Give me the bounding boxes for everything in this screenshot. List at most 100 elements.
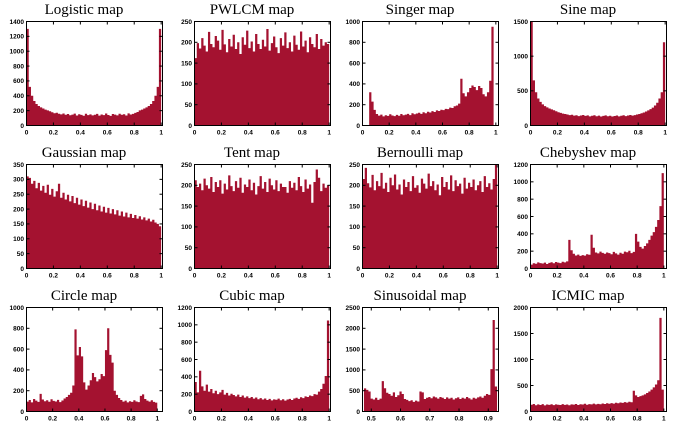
histogram-plot: 0 50 100 150 200 250 0 0.2 0.4 0.6 0.8 1 bbox=[349, 162, 499, 280]
histogram-bars bbox=[530, 317, 664, 412]
y-tick-label: 150 bbox=[349, 203, 360, 210]
y-tick-label: 1000 bbox=[514, 357, 529, 364]
y-tick-label: 1000 bbox=[514, 179, 529, 186]
chart-title: Circle map bbox=[50, 288, 118, 304]
chart-title: Bernoulli map bbox=[376, 145, 464, 161]
histogram-panel: ICMIC map 0 500 1000 1500 2000 0 0.2 0.4 0.6 0.8 1 bbox=[504, 286, 672, 429]
y-tick-label: 600 bbox=[181, 357, 192, 364]
x-tick-label: 0.6 bbox=[606, 273, 615, 280]
x-tick-label: 0.4 bbox=[76, 273, 85, 280]
x-tick-label: 0.8 bbox=[127, 416, 136, 423]
histogram-panel: PWLCM map 0 50 100 150 200 250 0 0.2 0.4 0.6 0.8 1 bbox=[168, 0, 336, 143]
y-tick-label: 400 bbox=[181, 374, 192, 381]
x-tick-label: 0.8 bbox=[634, 130, 643, 137]
y-tick-label: 1000 bbox=[178, 322, 193, 329]
y-tick-label: 0 bbox=[524, 409, 528, 416]
y-tick-label: 0 bbox=[20, 266, 24, 273]
x-tick-label: 0.8 bbox=[454, 416, 463, 423]
histogram-panel: Singer map 0 200 400 600 800 1000 0 0.2 0.4 0.6 0.… bbox=[336, 0, 504, 143]
y-tick-label: 0 bbox=[356, 123, 360, 130]
histogram-bars bbox=[194, 28, 330, 126]
y-tick-label: 50 bbox=[185, 102, 193, 109]
x-tick-label: 0.6 bbox=[271, 416, 280, 423]
x-tick-label: 0.8 bbox=[466, 273, 475, 280]
y-tick-label: 500 bbox=[517, 88, 528, 95]
x-tick-label: 0 bbox=[361, 130, 365, 137]
y-tick-label: 2500 bbox=[346, 305, 361, 312]
y-tick-label: 200 bbox=[181, 40, 192, 47]
y-tick-label: 800 bbox=[13, 63, 24, 70]
axes-frame bbox=[362, 307, 499, 412]
y-tick-label: 200 bbox=[13, 108, 24, 115]
y-tick-label: 50 bbox=[17, 251, 25, 258]
histogram-plot: 0 50 100 150 200 250 300 350 0 0.2 0.4 0.6 0.8 1 bbox=[13, 162, 163, 280]
x-tick-label: 0.6 bbox=[100, 416, 109, 423]
x-tick-label: 0.2 bbox=[385, 273, 394, 280]
x-tick-label: 1 bbox=[494, 130, 498, 137]
histogram-plot: 0 500 1000 1500 0 0.2 0.4 0.6 0.8 1 bbox=[514, 19, 668, 137]
histogram-panel: Cubic map 0 200 400 600 800 1000 1200 0 0.2 0.4 0.… bbox=[168, 286, 336, 429]
y-tick-label: 200 bbox=[349, 102, 360, 109]
y-tick-label: 400 bbox=[349, 81, 360, 88]
x-tick-label: 0.5 bbox=[367, 416, 376, 423]
y-tick-label: 0 bbox=[524, 266, 528, 273]
y-tick-label: 250 bbox=[13, 192, 24, 199]
x-tick-label: 0.9 bbox=[484, 416, 493, 423]
chart-title: ICMIC map bbox=[551, 288, 625, 304]
y-tick-label: 0 bbox=[20, 409, 24, 416]
y-tick-label: 1000 bbox=[10, 305, 25, 312]
chart-title: PWLCM map bbox=[209, 2, 295, 18]
histogram-plot: 0 200 400 600 800 1000 1200 0 0.2 0.4 0.6 0.8 1 bbox=[178, 305, 332, 423]
x-tick-label: 0.6 bbox=[606, 416, 615, 423]
y-tick-label: 150 bbox=[13, 221, 24, 228]
axes-frame bbox=[26, 21, 163, 126]
x-tick-label: 0.2 bbox=[385, 130, 394, 137]
x-tick-label: 0.6 bbox=[396, 416, 405, 423]
histogram-bars bbox=[530, 21, 666, 126]
y-tick-label: 250 bbox=[181, 19, 192, 26]
x-tick-label: 0.8 bbox=[633, 416, 642, 423]
histogram-plot: 0 500 1000 1500 2000 0 0.2 0.4 0.6 0.8 1 bbox=[514, 305, 667, 423]
axes-frame bbox=[194, 21, 331, 126]
axes-frame bbox=[26, 307, 163, 412]
x-tick-label: 0 bbox=[25, 416, 29, 423]
x-tick-label: 0.4 bbox=[244, 273, 253, 280]
histogram-panel: Sine map 0 500 1000 1500 0 0.2 0.4 0.6 0.8 1 bbox=[504, 0, 672, 143]
y-tick-label: 200 bbox=[517, 248, 528, 255]
chart-title: Singer map bbox=[385, 2, 455, 18]
y-tick-label: 1400 bbox=[10, 19, 25, 26]
y-tick-label: 500 bbox=[349, 388, 360, 395]
y-tick-label: 200 bbox=[13, 388, 24, 395]
y-tick-label: 0 bbox=[188, 123, 192, 130]
histogram-plot: 0 200 400 600 800 1000 1200 1400 0 0.2 0.4 0.6 0.8 1 bbox=[10, 19, 164, 137]
x-tick-label: 0.2 bbox=[49, 273, 58, 280]
histogram-bars bbox=[362, 164, 498, 269]
y-tick-label: 100 bbox=[349, 224, 360, 231]
x-tick-label: 0 bbox=[529, 130, 533, 137]
y-tick-label: 0 bbox=[356, 409, 360, 416]
chart-title: Cubic map bbox=[219, 288, 285, 304]
histogram-bars bbox=[26, 176, 162, 269]
x-tick-label: 0.2 bbox=[553, 130, 562, 137]
chart-title: Tent map bbox=[223, 145, 280, 161]
y-tick-label: 1500 bbox=[346, 346, 361, 353]
x-tick-label: 0.2 bbox=[553, 416, 562, 423]
x-tick-label: 0.6 bbox=[271, 273, 280, 280]
x-tick-label: 0.2 bbox=[217, 416, 226, 423]
x-tick-label: 0.6 bbox=[439, 273, 448, 280]
y-tick-label: 200 bbox=[349, 183, 360, 190]
x-tick-label: 0.2 bbox=[217, 130, 226, 137]
x-tick-label: 0.4 bbox=[76, 130, 85, 137]
x-tick-label: 0.2 bbox=[48, 416, 57, 423]
y-tick-label: 500 bbox=[517, 383, 528, 390]
y-tick-label: 600 bbox=[517, 214, 528, 221]
histogram-panel: Chebyshev map 0 200 400 600 800 1000 1200 0 0.2 0… bbox=[504, 143, 672, 286]
y-tick-label: 600 bbox=[13, 78, 24, 85]
histogram-bars bbox=[194, 169, 330, 269]
x-tick-label: 1 bbox=[663, 130, 667, 137]
y-tick-label: 1200 bbox=[514, 162, 529, 169]
x-tick-label: 0.4 bbox=[579, 416, 588, 423]
y-tick-label: 800 bbox=[13, 326, 24, 333]
x-tick-label: 1 bbox=[662, 416, 666, 423]
